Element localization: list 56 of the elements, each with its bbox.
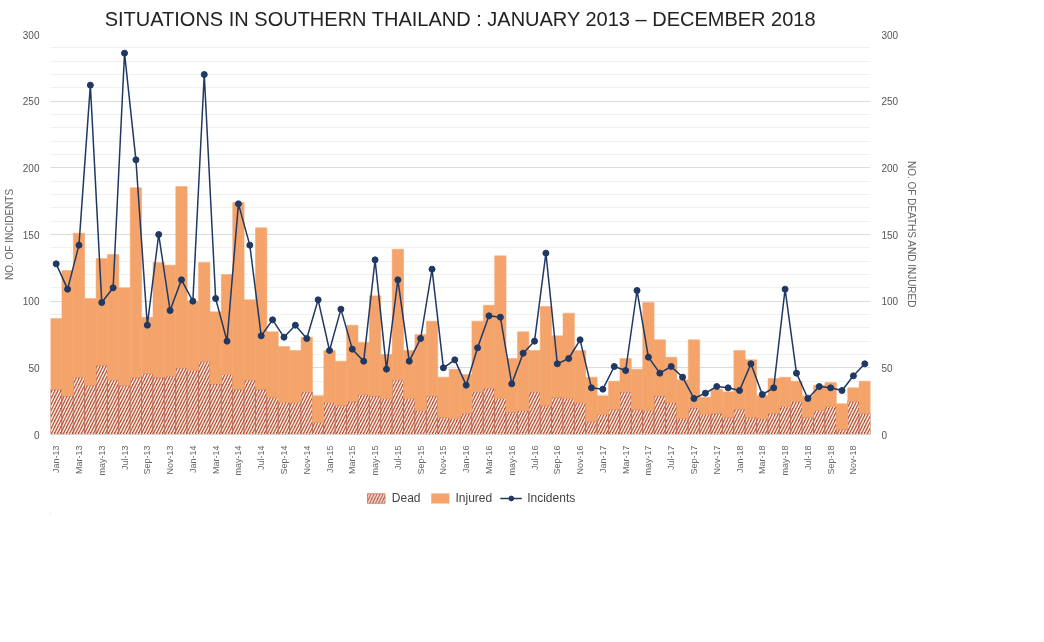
- x-tick-label: may-17: [643, 445, 654, 476]
- x-tick-label: may-18: [780, 445, 791, 476]
- y2-tick-label: 250: [881, 96, 899, 108]
- x-tick-label: Nov-18: [848, 445, 859, 475]
- y2-tick-label: 0: [881, 429, 888, 441]
- x-tick-label: Jul-16: [529, 445, 540, 471]
- x-tick-label: Jan-16: [461, 445, 472, 474]
- x-tick-label: Sep-15: [415, 445, 426, 475]
- y2-tick-label: 150: [881, 229, 899, 241]
- legend-label: Dead: [391, 491, 421, 505]
- y-tick-label: 50: [28, 362, 40, 374]
- x-tick-label: Jan-13: [51, 445, 62, 474]
- x-tick-label: Sep-13: [142, 445, 153, 475]
- x-tick-label: Jan-14: [187, 445, 198, 474]
- y-tick-label: 300: [22, 29, 40, 41]
- x-tick-label: Jan-17: [597, 445, 608, 474]
- y-tick-label: 200: [22, 162, 40, 174]
- x-tick-label: Mar-16: [483, 445, 494, 475]
- x-tick-label: Mar-15: [347, 445, 358, 475]
- legend-label: Injured: [455, 491, 493, 505]
- y-axis-title: NO. OF INCIDENTS: [3, 188, 15, 281]
- x-tick-label: Sep-14: [278, 445, 289, 475]
- x-tick-label: Nov-16: [575, 445, 586, 475]
- y-tick-label: 250: [22, 96, 40, 108]
- x-tick-label: Sep-18: [825, 445, 836, 475]
- y2-axis-title: NO. OF DEATHS AND INJURED: [906, 160, 918, 308]
- chart-title: SITUATIONS IN SOUTHERN THAILAND : JANUARY 2013 – DECEMBER 2018: [104, 7, 816, 30]
- x-tick-label: Mar-18: [757, 445, 768, 475]
- x-tick-label: Nov-13: [165, 445, 176, 475]
- y2-tick-label: 200: [881, 162, 899, 174]
- x-tick-label: Jan-15: [324, 445, 335, 474]
- x-tick-label: may-15: [370, 445, 381, 476]
- x-tick-label: Jul-17: [666, 445, 677, 471]
- x-tick-label: Mar-14: [210, 445, 221, 475]
- x-tick-label: Nov-15: [438, 445, 449, 475]
- x-tick-label: Jul-13: [119, 445, 130, 471]
- x-tick-label: may-13: [96, 445, 107, 476]
- x-tick-label: Jul-15: [392, 445, 403, 471]
- y-tick-label: 0: [33, 429, 40, 441]
- legend-label: Incidents: [527, 491, 576, 505]
- x-tick-label: Nov-17: [711, 445, 722, 475]
- y2-tick-label: 100: [881, 296, 899, 308]
- x-tick-label: Sep-16: [552, 445, 563, 475]
- x-tick-label: Jul-18: [802, 445, 813, 471]
- x-tick-label: Mar-17: [620, 445, 631, 475]
- x-tick-label: Mar-13: [73, 445, 84, 475]
- x-tick-label: may-14: [233, 445, 244, 476]
- x-tick-label: Nov-14: [301, 445, 312, 475]
- x-tick-label: may-16: [506, 445, 517, 476]
- x-tick-label: Jan-18: [734, 445, 745, 474]
- x-tick-label: Jul-14: [256, 445, 267, 471]
- x-tick-label: Sep-17: [688, 445, 699, 475]
- y2-tick-label: 50: [881, 362, 894, 374]
- y-tick-label: 100: [22, 296, 40, 308]
- y2-tick-label: 300: [881, 29, 899, 41]
- y-tick-label: 150: [22, 229, 40, 241]
